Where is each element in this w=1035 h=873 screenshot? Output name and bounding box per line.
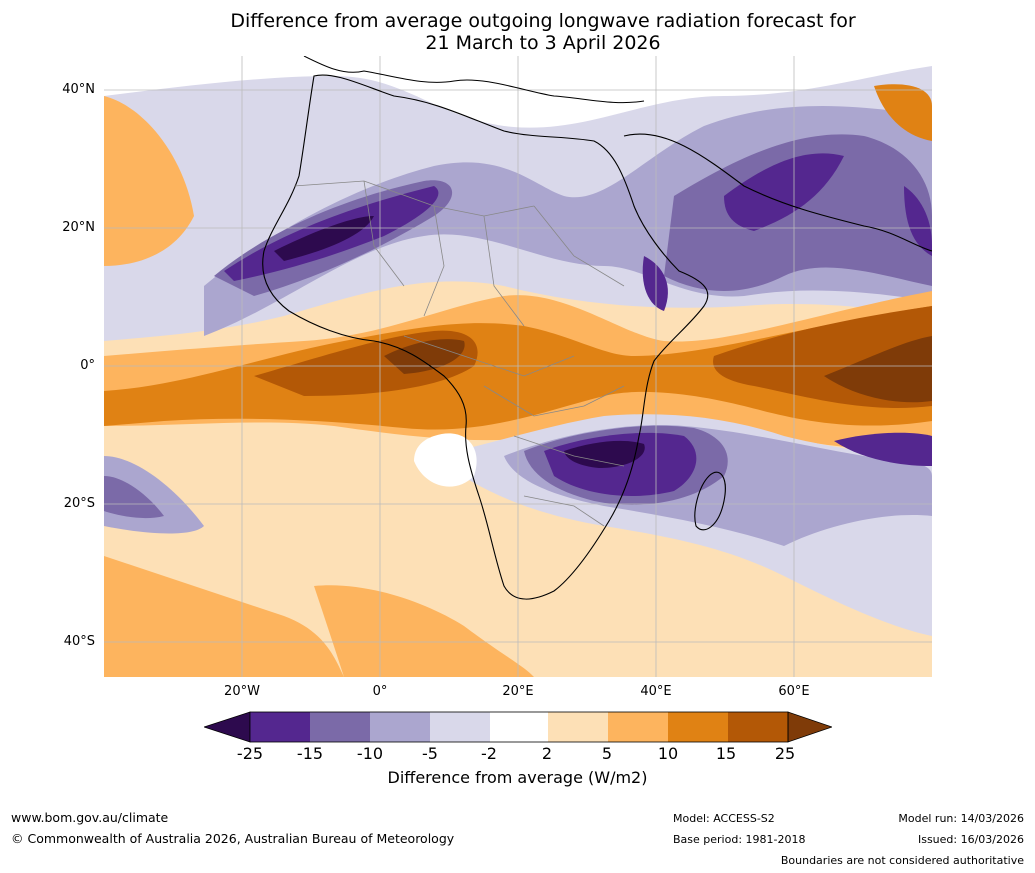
- colorbar-tick: 2: [541, 744, 553, 763]
- olr-anomaly-map: [104, 56, 932, 677]
- colorbar-bin-15-25: [728, 712, 788, 742]
- europe-coastline: [303, 56, 645, 104]
- colorbar-bin-neg15-neg10: [310, 712, 370, 742]
- lat-label-40s: 40°S: [63, 634, 95, 649]
- lat-label-20s: 20°S: [63, 496, 95, 511]
- colorbar-bin-10-15: [668, 712, 728, 742]
- south-atlantic-deep-purple: [104, 476, 164, 519]
- footer-model-run: Model run: 14/03/2026: [898, 812, 1024, 825]
- south-orange-patch-2: [314, 585, 534, 677]
- africa-coastline: [262, 74, 709, 600]
- colorbar-bin-neg25-neg15: [250, 712, 310, 742]
- colorbar-tick: 5: [601, 744, 613, 763]
- arabia-purple: [664, 134, 932, 291]
- southern-africa-darkest-purple: [564, 440, 645, 468]
- congo-brown-core: [384, 339, 465, 374]
- arabia-coastline: [623, 133, 932, 252]
- colorbar-bin-5-10: [608, 712, 668, 742]
- lat-label-20n: 20°N: [62, 220, 95, 235]
- lon-label-20w: 20°W: [224, 684, 260, 699]
- indian-ocean-purple: [834, 432, 932, 466]
- colorbar: [204, 711, 832, 743]
- footer-disclaimer: Boundaries are not considered authoritat…: [780, 854, 1024, 867]
- lon-label-40e: 40°E: [640, 684, 672, 699]
- lon-label-60e: 60°E: [778, 684, 810, 699]
- colorbar-tick: 25: [774, 744, 796, 763]
- lon-label-20e: 20°E: [502, 684, 534, 699]
- colorbar-tick: -25: [236, 744, 264, 763]
- indian-ocean-brown-core: [824, 336, 932, 403]
- colorbar-bin-2-5: [548, 712, 608, 742]
- footer-model: Model: ACCESS-S2: [673, 812, 775, 825]
- madagascar-coastline: [694, 471, 726, 531]
- footer-copyright: © Commonwealth of Australia 2026, Austra…: [11, 831, 455, 846]
- footer-issued: Issued: 16/03/2026: [917, 833, 1024, 846]
- colorbar-tick: -2: [481, 744, 497, 763]
- colorbar-frame: [249, 711, 789, 743]
- south-orange-patch-1: [104, 556, 344, 677]
- horn-africa-purple: [642, 256, 668, 311]
- map-svg: [104, 56, 932, 677]
- country-boundaries: [293, 180, 625, 527]
- footer-base-period: Base period: 1981-2018: [673, 833, 806, 846]
- colorbar-under-arrow: [204, 711, 251, 743]
- footer-url[interactable]: www.bom.gov.au/climate: [11, 810, 169, 825]
- arabia-deep-purple: [724, 153, 844, 231]
- colorbar-label: Difference from average (W/m2): [387, 768, 648, 787]
- colorbar-bin-neg5-neg2: [430, 712, 490, 742]
- colorbar-over-arrow: [787, 711, 832, 743]
- map-title: Difference from average outgoing longwav…: [0, 10, 1035, 54]
- colorbar-tick: 15: [715, 744, 737, 763]
- west-orange-patch: [104, 96, 194, 266]
- colorbar-tick: -5: [422, 744, 438, 763]
- lat-label-0: 0°: [80, 358, 95, 373]
- northeast-orange-patch: [874, 84, 932, 141]
- lon-label-0: 0°: [372, 684, 388, 699]
- lat-label-40n: 40°N: [62, 82, 95, 97]
- title-line-2: 21 March to 3 April 2026: [425, 32, 661, 54]
- west-africa-darkest-purple: [274, 216, 374, 261]
- title-line-1: Difference from average outgoing longwav…: [230, 10, 856, 32]
- graticule: [104, 56, 932, 677]
- colorbar-tick: 10: [657, 744, 679, 763]
- colorbar-tick: -10: [356, 744, 384, 763]
- colorbar-bin-neg10-neg5: [370, 712, 430, 742]
- colorbar-tick: -15: [296, 744, 324, 763]
- south-neutral-region: [414, 433, 477, 487]
- colorbar-bin-neg2-2: [490, 712, 548, 742]
- india-deep-purple: [904, 186, 932, 256]
